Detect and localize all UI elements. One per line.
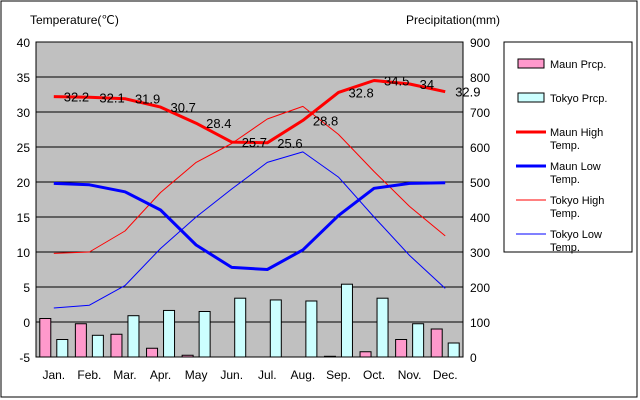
bar-tokyo-precip [56,339,69,358]
right-tick-label: 400 [470,211,490,225]
left-tick-label: 0 [23,316,30,330]
bar-maun-precip [39,318,52,358]
legend-label: Tokyo Prcp. [550,93,607,105]
bar-maun-precip [146,347,159,358]
legend-label: Tokyo High [550,195,604,207]
right-tick-label: 600 [470,141,490,155]
temperature-lines [53,79,446,309]
legend-label-line2: Temp. [550,208,580,220]
precipitation-bars [39,283,460,358]
bar-tokyo-precip [376,297,389,358]
legend-box [503,41,633,253]
x-tick-label: Jun. [220,368,243,382]
left-axis-title: Temperature(℃) [30,13,119,27]
left-tick-label: 10 [17,246,31,260]
right-tick-label: 100 [470,316,490,330]
data-label: 32.8 [348,85,373,100]
data-label: 34.5 [384,74,409,89]
x-tick-label: Nov. [398,368,422,382]
legend-label-line2: Temp. [550,174,580,186]
bar-maun-precip [395,339,408,358]
bar-tokyo-precip [269,299,282,358]
x-tick-label: Mar. [113,368,136,382]
x-tick-label: Dec. [433,368,458,382]
right-tick-label: 0 [470,351,477,365]
legend: Maun Prcp.Tokyo Prcp.Maun HighTemp.Maun … [503,41,633,254]
legend-label: Maun Low [550,161,601,173]
line-tokyo-high-temp [53,105,446,254]
data-label: 28.8 [313,113,338,128]
x-tick-label: Aug. [291,368,316,382]
left-tick-label: 40 [17,36,31,50]
bar-maun-precip [74,323,87,358]
right-tick-label: 300 [470,246,490,260]
data-label: 32.9 [455,85,480,100]
legend-swatch [517,92,545,103]
data-label: 30.7 [171,100,196,115]
x-tick-label: Jul. [258,368,277,382]
legend-label-line2: Temp. [550,242,580,254]
bar-tokyo-precip [163,309,176,358]
data-label: 32.2 [64,90,89,105]
bar-maun-precip [430,328,443,358]
left-tick-label: -5 [19,351,30,365]
right-axis-title: Precipitation(mm) [406,13,500,27]
bar-tokyo-precip [447,342,460,358]
line-tokyo-low-temp [53,151,446,309]
left-tick-label: 25 [17,141,31,155]
legend-label: Tokyo Low [550,229,602,241]
right-tick-label: 200 [470,281,490,295]
bar-maun-precip [110,333,123,358]
left-axis-ticks: -5 0 5 10 15 20 25 30 35 40 [17,36,31,365]
data-labels: 32.2 32.1 31.9 30.7 28.4 25.7 25.6 28.8 32.8 34.5… [64,74,481,151]
bar-tokyo-precip [198,311,211,358]
data-label: 25.7 [242,135,267,150]
bar-maun-precip [323,355,336,358]
x-tick-label: Sep. [326,368,351,382]
legend-label: Maun High [550,127,603,139]
data-label: 34 [420,77,434,92]
data-label: 25.6 [277,136,302,151]
x-tick-label: Jan. [42,368,65,382]
right-tick-label: 500 [470,176,490,190]
x-axis-ticks: Jan. Feb. Mar. Apr. May Jun. Jul. Aug. Sep. Oct. N… [42,368,457,382]
line-maun-high-temp [53,79,446,145]
left-tick-label: 5 [23,281,30,295]
data-label: 32.1 [99,90,124,105]
right-tick-label: 700 [470,106,490,120]
right-tick-label: 900 [470,36,490,50]
left-tick-label: 15 [17,211,31,225]
legend-label: Maun Prcp. [550,59,606,71]
left-tick-label: 35 [17,71,31,85]
bar-tokyo-precip [412,323,425,358]
right-tick-label: 800 [470,71,490,85]
left-tick-label: 20 [17,176,31,190]
bar-maun-precip [359,351,372,358]
bar-maun-precip [181,354,194,358]
x-tick-label: Feb. [77,368,101,382]
data-label: 28.4 [206,116,231,131]
x-tick-label: Oct. [363,368,385,382]
plot-area [35,41,464,358]
bar-tokyo-precip [305,300,318,358]
bar-tokyo-precip [91,334,104,358]
legend-label-line2: Temp. [550,140,580,152]
legend-swatch [517,58,545,69]
bar-tokyo-precip [234,297,247,358]
x-tick-label: Apr. [150,368,171,382]
x-tick-label: May [185,368,208,382]
left-tick-label: 30 [17,106,31,120]
bar-tokyo-precip [340,283,353,358]
data-label: 31.9 [135,92,160,107]
bar-tokyo-precip [127,315,140,358]
right-axis-ticks: 0 100 200 300 400 500 600 700 800 900 [470,36,490,365]
line-maun-low-temp [53,181,446,271]
gridlines [36,76,463,323]
